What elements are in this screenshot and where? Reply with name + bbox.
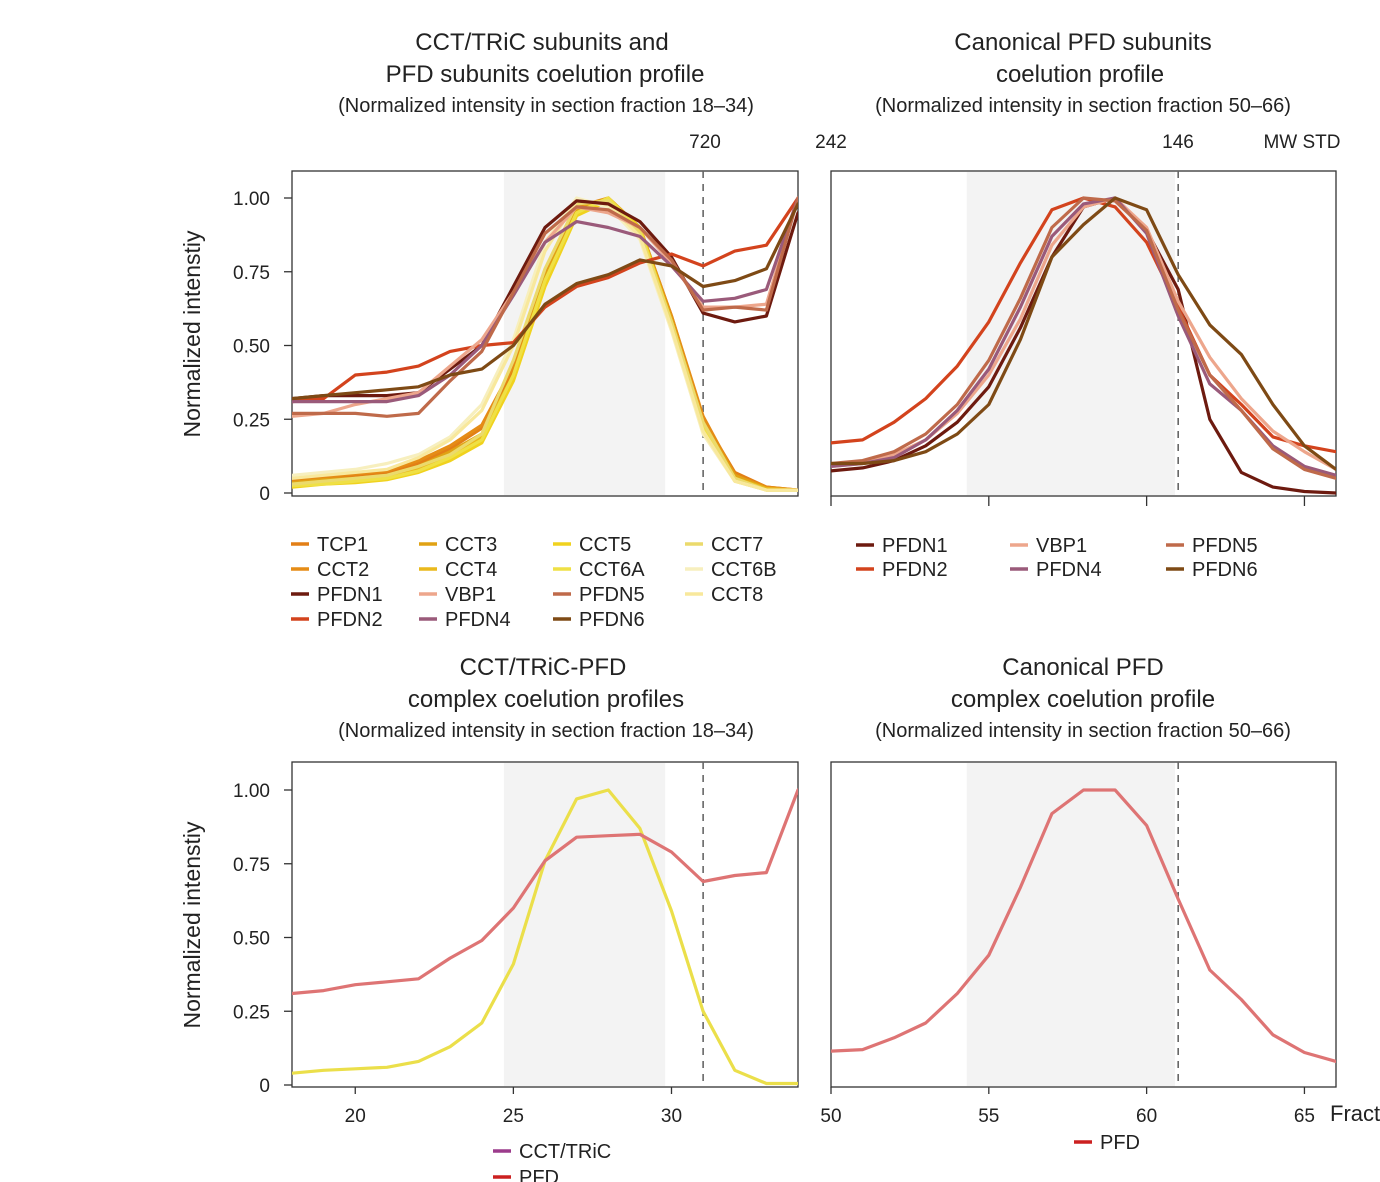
- mw-label-146: 146: [1162, 132, 1194, 153]
- series-line-pfd: [292, 788, 798, 996]
- legend-label-tl-cct6a: CCT6A: [579, 559, 645, 581]
- series-line-pfdn1: [292, 199, 798, 401]
- x-tick-label-br: 55: [978, 1106, 999, 1127]
- chart-subtitle-bl: (Normalized intensity in section fractio…: [338, 720, 754, 742]
- y-tick-label-tl: 0.25: [233, 410, 270, 431]
- legend-label-tl-vbp1: VBP1: [445, 584, 496, 606]
- y-tick-label-tl: 1.00: [233, 189, 270, 210]
- legend-label-tl-tcp1: TCP1: [317, 534, 368, 556]
- y-tick-label-bl: 0.75: [233, 855, 270, 876]
- y-axis-label-bottom: Normalized intenstiy: [179, 821, 205, 1029]
- panel-top-right: [830, 170, 1337, 506]
- legend-label-tl-pfdn6: PFDN6: [579, 609, 645, 631]
- legend-label-tl-pfdn2: PFDN2: [317, 609, 383, 631]
- y-tick-label-bl: 0.50: [233, 929, 270, 950]
- legend-label-bl-pfd: PFD: [519, 1167, 559, 1182]
- chart-title-bl-line2: complex coelution profiles: [408, 686, 684, 713]
- chart-subtitle-tl: (Normalized intensity in section fractio…: [338, 95, 754, 117]
- plot-frame-br: [830, 761, 1337, 1088]
- legend-label-tr-pfdn5: PFDN5: [1192, 535, 1258, 557]
- chart-title-bl-line1: CCT/TRiC-PFD: [460, 654, 627, 681]
- legend-label-tr-pfdn1: PFDN1: [882, 535, 948, 557]
- legend-label-tl-cct6b: CCT6B: [711, 559, 777, 581]
- legend-label-tl-cct7: CCT7: [711, 534, 763, 556]
- chart-title-tl-line1: CCT/TRiC subunits and: [415, 29, 668, 56]
- series-line-pfdn6: [831, 196, 1336, 471]
- series-line-pfd: [831, 788, 1336, 1064]
- plot-frame-tl: [291, 170, 799, 497]
- y-tick-label-tl: 0.50: [233, 337, 270, 358]
- chart-subtitle-tr: (Normalized intensity in section fractio…: [875, 95, 1291, 117]
- legend-label-tl-cct2: CCT2: [317, 559, 369, 581]
- series-line-pfdn2: [292, 196, 798, 404]
- legends: TCP1CCT2PFDN1PFDN2CCT3CCT4VBP1PFDN4CCT5C…: [291, 534, 1258, 1182]
- chart-subtitle-br: (Normalized intensity in section fractio…: [875, 720, 1291, 742]
- chart-title-br-line2: complex coelution profile: [951, 686, 1215, 713]
- series-line-pfdn5: [292, 196, 798, 418]
- plot-frame-bl: [291, 761, 799, 1088]
- series-line-pfdn4: [292, 196, 798, 404]
- x-tick-label-bl: 20: [345, 1106, 366, 1127]
- legend-label-tl-pfdn5: PFDN5: [579, 584, 645, 606]
- mw-label-720: 720: [689, 132, 721, 153]
- x-tick-label-br: 60: [1136, 1106, 1157, 1127]
- legend-label-tl-pfdn1: PFDN1: [317, 584, 383, 606]
- mw-label-242: 242: [815, 132, 847, 153]
- y-tick-label-bl: 1.00: [233, 781, 270, 802]
- y-tick-label-bl: 0: [259, 1076, 270, 1097]
- legend-label-tr-pfdn6: PFDN6: [1192, 559, 1258, 581]
- chart-title-br-line1: Canonical PFD: [1002, 654, 1163, 681]
- x-axis-label: Fraction: [1330, 1101, 1380, 1126]
- x-tick-label-br: 50: [820, 1106, 841, 1127]
- legend-label-tr-pfdn2: PFDN2: [882, 559, 948, 581]
- y-tick-label-tl: 0: [259, 484, 270, 505]
- x-tick-label-br: 65: [1294, 1106, 1315, 1127]
- chart-title-tr-line2: coelution profile: [996, 61, 1164, 88]
- legend-label-tl-pfdn4: PFDN4: [445, 609, 511, 631]
- legend-label-tl-cct4: CCT4: [445, 559, 497, 581]
- legend-label-br-pfd: PFD: [1100, 1132, 1140, 1154]
- legend-label-tl-cct5: CCT5: [579, 534, 631, 556]
- mw-std-label: MW STD: [1263, 132, 1340, 153]
- legend-label-tr-vbp1: VBP1: [1036, 535, 1087, 557]
- y-tick-label-tl: 0.75: [233, 263, 270, 284]
- series-line-cct8: [292, 199, 798, 492]
- panel-bottom-right: 50 55 60 65: [820, 761, 1337, 1127]
- shaded-region-br: [966, 763, 1176, 1086]
- shaded-region-bl: [503, 763, 666, 1086]
- series-line-pfdn6: [292, 202, 798, 401]
- series-line-pfdn5: [831, 196, 1336, 480]
- legend-label-tr-pfdn4: PFDN4: [1036, 559, 1102, 581]
- panel-top-left: 0 0.25 0.50 0.75 1.00: [233, 170, 799, 505]
- legend-label-tl-cct3: CCT3: [445, 534, 497, 556]
- series-line-cct7: [292, 199, 798, 492]
- plot-frame-tr: [830, 170, 1337, 497]
- legend-label-tl-cct8: CCT8: [711, 584, 763, 606]
- x-tick-label-bl: 25: [503, 1106, 524, 1127]
- y-tick-label-bl: 0.25: [233, 1002, 270, 1023]
- x-tick-label-bl: 30: [661, 1106, 682, 1127]
- y-axis-label-top: Normalized intenstiy: [179, 230, 205, 438]
- legend-label-bl-cct-tric: CCT/TRiC: [519, 1141, 611, 1163]
- chart-title-tl-line2: PFD subunits coelution profile: [386, 61, 705, 88]
- chart-title-tr-line1: Canonical PFD subunits: [954, 29, 1211, 56]
- panel-bottom-left: 0 0.25 0.50 0.75 1.00 20 25 30: [233, 761, 799, 1127]
